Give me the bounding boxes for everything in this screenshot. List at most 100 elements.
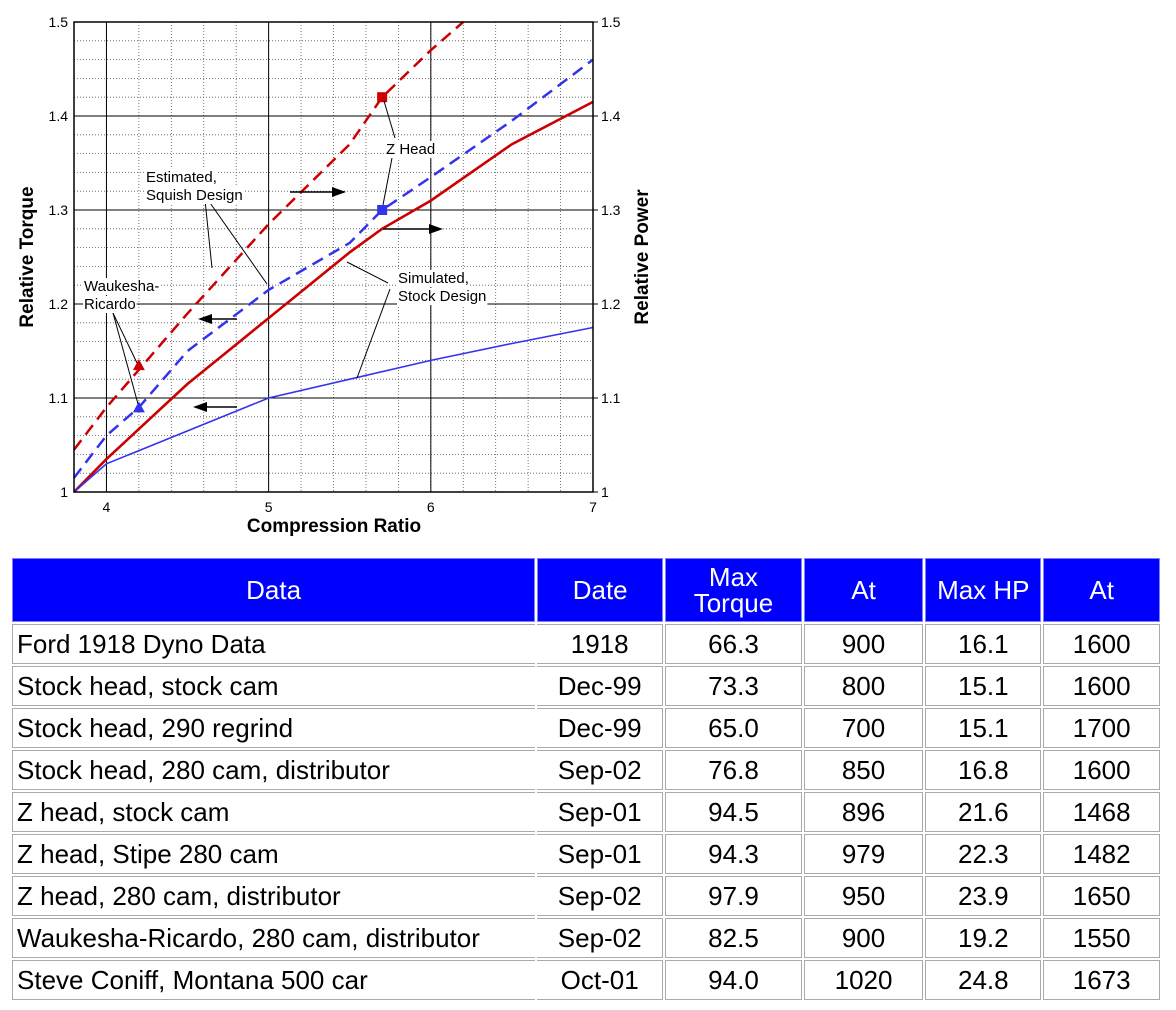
- annotation: Stock Design: [398, 288, 486, 305]
- arrow-head: [429, 224, 443, 234]
- table-cell: Oct-01: [537, 960, 664, 1000]
- pointer: [356, 288, 391, 379]
- table-cell: 1700: [1043, 708, 1160, 748]
- annotation-bg: [83, 278, 161, 295]
- y2-tick-label: 1.2: [601, 296, 621, 312]
- header-cell: Data: [12, 558, 536, 622]
- annotation: Z Head: [386, 141, 435, 158]
- table-cell: 950: [803, 876, 924, 916]
- table-cell: Sep-01: [537, 834, 664, 874]
- y-tick-label: 1.4: [49, 108, 69, 124]
- series-line: [73, 100, 594, 493]
- pointer-lines: [112, 100, 396, 405]
- pointer: [112, 312, 139, 405]
- x-axis-label: Compression Ratio: [247, 516, 421, 537]
- table-cell: 1600: [1043, 750, 1160, 790]
- table-cell: 65.0: [665, 708, 802, 748]
- y2-tick-label: 1: [601, 484, 609, 500]
- table-cell: 900: [803, 918, 924, 958]
- y2-axis-label: Relative Power: [632, 189, 653, 325]
- table-cell: 1600: [1043, 666, 1160, 706]
- table-body: Ford 1918 Dyno Data 1918 66.3 900 16.1 1600 St…: [12, 624, 1160, 1000]
- table-cell: 23.9: [925, 876, 1042, 916]
- table-cell: Sep-02: [537, 918, 664, 958]
- annotation-bg: [83, 296, 137, 313]
- table-cell: Z head, Stipe 280 cam: [12, 834, 536, 874]
- table-cell: 21.6: [925, 792, 1042, 832]
- table-cell: 24.8: [925, 960, 1042, 1000]
- table-row: Steve Coniff, Montana 500 car Oct-01 94.0 1…: [12, 960, 1160, 1000]
- pointer: [207, 199, 268, 285]
- table-cell: Waukesha-Ricardo, 280 cam, distributor: [12, 918, 536, 958]
- y2-tick-label: 1.5: [601, 14, 621, 30]
- table-row: Z head, 280 cam, distributor Sep-02 97.9 95…: [12, 876, 1160, 916]
- y-tick-label: 1.2: [49, 296, 69, 312]
- table-cell: 1918: [537, 624, 664, 664]
- pointer: [112, 312, 138, 364]
- table-cell: 1020: [803, 960, 924, 1000]
- pointer: [383, 100, 396, 139]
- pointer: [204, 199, 213, 269]
- series-line: [73, 326, 594, 493]
- header-cell: Max HP: [925, 558, 1042, 622]
- table-cell: 896: [803, 792, 924, 832]
- table-cell: 76.8: [665, 750, 802, 790]
- table-cell: Stock head, stock cam: [12, 666, 536, 706]
- table-cell: 1482: [1043, 834, 1160, 874]
- table-cell: 700: [803, 708, 924, 748]
- header-cell: At: [803, 558, 924, 622]
- table-cell: 66.3: [665, 624, 802, 664]
- arrow-head: [332, 187, 346, 197]
- grid: [74, 21, 594, 493]
- plot-frame: [73, 21, 594, 493]
- table-cell: 900: [803, 624, 924, 664]
- table-cell: Z head, stock cam: [12, 792, 536, 832]
- table-cell: 1600: [1043, 624, 1160, 664]
- x-tick-label: 7: [589, 499, 597, 515]
- y-tick-label: 1.3: [49, 202, 69, 218]
- point-marker: [132, 401, 145, 413]
- x-tick-label: 5: [265, 499, 273, 515]
- y-axis-label: Relative Torque: [17, 186, 38, 327]
- series-line: [73, 58, 594, 479]
- table-cell: Ford 1918 Dyno Data: [12, 624, 536, 664]
- point-marker: [377, 92, 388, 103]
- table-row: Stock head, 280 cam, distributor Sep-02 76…: [12, 750, 1160, 790]
- table-cell: Dec-99: [537, 708, 664, 748]
- annotation-bg: [385, 141, 437, 158]
- table-cell: 850: [803, 750, 924, 790]
- table-cell: 97.9: [665, 876, 802, 916]
- header-row: Data Date Max Torque At Max HP At: [12, 558, 1160, 622]
- table-cell: 15.1: [925, 666, 1042, 706]
- y-tick-label: 1.1: [49, 390, 69, 406]
- x-tick-label: 6: [427, 499, 435, 515]
- table-cell: 16.1: [925, 624, 1042, 664]
- table-cell: Stock head, 280 cam, distributor: [12, 750, 536, 790]
- table-row: Waukesha-Ricardo, 280 cam, distributor Se…: [12, 918, 1160, 958]
- point-marker: [377, 205, 388, 215]
- y-tick-label: 1.5: [49, 14, 69, 30]
- annotation: Squish Design: [146, 187, 243, 204]
- table-cell: 16.8: [925, 750, 1042, 790]
- table-cell: Stock head, 290 regrind: [12, 708, 536, 748]
- annotation: Ricardo: [84, 296, 136, 313]
- table-cell: 82.5: [665, 918, 802, 958]
- table-row: Stock head, 290 regrind Dec-99 65.0 700 15.1…: [12, 708, 1160, 748]
- table-cell: 94.5: [665, 792, 802, 832]
- table-cell: 1550: [1043, 918, 1160, 958]
- arrow-head: [193, 402, 207, 412]
- point-marker: [132, 359, 145, 371]
- y-tick-label: 1: [60, 484, 68, 500]
- data-table: Data Date Max Torque At Max HP At Ford 1918 D…: [10, 556, 1162, 1002]
- table-cell: Steve Coniff, Montana 500 car: [12, 960, 536, 1000]
- chart: Compression Ratio Relative Torque Relati…: [17, 14, 653, 537]
- y2-tick-label: 1.3: [601, 202, 621, 218]
- table-row: Z head, Stipe 280 cam Sep-01 94.3 979 22.3 14…: [12, 834, 1160, 874]
- annotation: Estimated,: [146, 169, 217, 186]
- table-row: Z head, stock cam Sep-01 94.5 896 21.6 1468: [12, 792, 1160, 832]
- table-cell: 19.2: [925, 918, 1042, 958]
- table-cell: Dec-99: [537, 666, 664, 706]
- table-cell: 73.3: [665, 666, 802, 706]
- header-cell: At: [1043, 558, 1160, 622]
